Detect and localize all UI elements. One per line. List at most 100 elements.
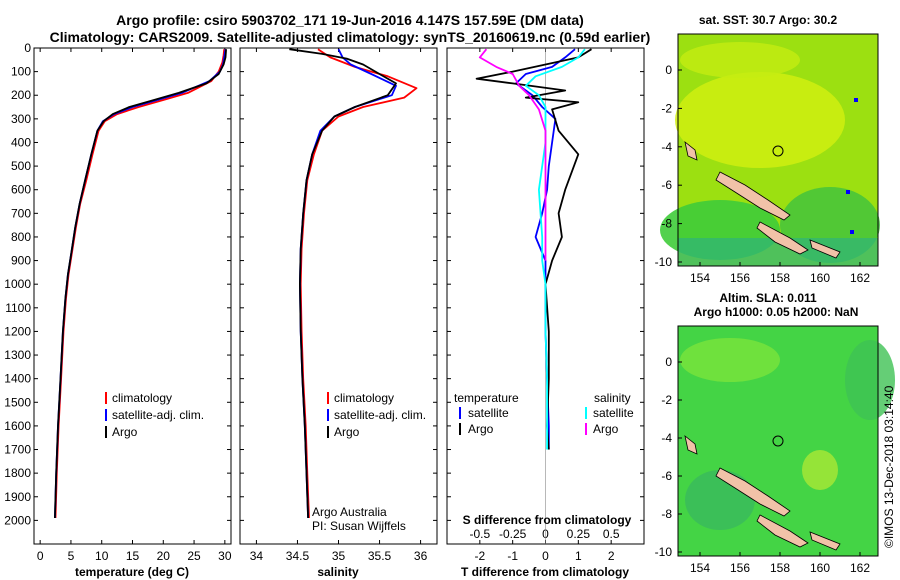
- annotation-pi: PI: Susan Wijffels: [312, 519, 406, 533]
- series-line-argo-salinity-: [478, 48, 547, 261]
- sla-high-region: [680, 338, 780, 382]
- top-x-tick-label: -0.25: [499, 527, 527, 541]
- x-tick-label: 15: [126, 549, 140, 563]
- title-line2: Climatology: CARS2009. Satellite-adjuste…: [50, 29, 651, 45]
- top-x-tick-label: 0.5: [603, 527, 620, 541]
- island-shape: [756, 514, 809, 548]
- series-group: [54, 49, 227, 519]
- map-x-tick-label: 156: [730, 561, 750, 575]
- legend-label-climatology: climatology: [112, 391, 172, 405]
- sla-low-region: [845, 340, 895, 420]
- t-difference-xlabel: T difference from climatology: [461, 565, 629, 579]
- legend-label-satellite: satellite-adj. clim.: [334, 408, 426, 422]
- legend-heading-temperature: temperature: [454, 391, 519, 405]
- depth-tick-label: 1400: [4, 372, 31, 386]
- salinity-xlabel: salinity: [317, 565, 359, 579]
- island-shape: [684, 140, 698, 161]
- salinity-legend: climatology satellite-adj. clim. Argo Ar…: [312, 391, 426, 533]
- sst-warm-region: [675, 72, 845, 168]
- footer-credit: ©IMOS 13-Dec-2018 03:14:40: [882, 385, 896, 548]
- island-shape: [809, 531, 841, 551]
- map-y-tick-label: -2: [661, 101, 672, 115]
- difference-legend: temperature satellite Argo salinity sate…: [454, 391, 634, 436]
- depth-tick-label: 0: [24, 41, 31, 55]
- legend-label-t-satellite: satellite: [468, 406, 509, 420]
- map-y-tick-label: -4: [661, 431, 672, 445]
- x-tick-label: 20: [157, 549, 171, 563]
- x-tick-label: 34.5: [286, 549, 310, 563]
- map-y-tick-label: -4: [661, 140, 672, 154]
- x-tick-label: 36: [414, 549, 428, 563]
- depth-tick-label: 600: [11, 183, 31, 197]
- series-group: [475, 48, 592, 450]
- map-y-tick-label: 0: [665, 63, 672, 77]
- map-y-tick-label: -10: [655, 545, 673, 559]
- x-tick-label: 0: [542, 549, 549, 563]
- series-group: [289, 48, 418, 519]
- map-x-tick-label: 154: [690, 561, 710, 575]
- series-line-argo: [289, 48, 397, 519]
- depth-tick-label: 1100: [5, 301, 31, 315]
- island-shape: [809, 239, 841, 259]
- missing-data-pixel: [846, 190, 850, 194]
- depth-tick-label: 1600: [4, 419, 31, 433]
- series-line-climatology: [54, 49, 226, 519]
- island-shape: [684, 434, 698, 455]
- map-x-tick-label: 162: [850, 271, 870, 285]
- series-line-argo: [54, 49, 227, 519]
- depth-axis: 0 100 200 300 400 500 600 700 800 900 1000 1100 1200…: [4, 41, 31, 527]
- sst-map: [660, 33, 880, 267]
- island-shape: [715, 467, 791, 517]
- legend-label-climatology: climatology: [334, 391, 394, 405]
- temperature-plot: 0 5 10 15 20 25 30: [34, 47, 232, 563]
- s-difference-xlabel: S difference from climatology: [463, 513, 632, 527]
- legend-label-argo: Argo: [334, 425, 360, 439]
- depth-tick-label: 1300: [4, 348, 31, 362]
- salinity-plot-frame: [239, 47, 438, 545]
- map-y-tick-label: -6: [661, 469, 672, 483]
- sla-map-title-line2: Argo h1000: 0.05 h2000: NaN: [694, 305, 859, 319]
- map-y-tick-label: 0: [665, 355, 672, 369]
- salinity-plot: 34 34.5 35 35.5 36: [240, 47, 437, 563]
- legend-label-satellite: satellite-adj. clim.: [112, 408, 204, 422]
- top-x-tick-label: -0.5: [469, 527, 490, 541]
- series-line-satellite-adj-clim-: [54, 49, 227, 519]
- map-y-tick-label: -2: [661, 393, 672, 407]
- temperature-legend: climatology satellite-adj. clim. Argo: [105, 391, 204, 439]
- top-x-tick-label: 0.25: [567, 527, 591, 541]
- sst-map-frame: [677, 33, 879, 267]
- x-tick-label: 10: [95, 549, 109, 563]
- depth-tick-label: 700: [11, 206, 31, 220]
- temperature-xlabel: temperature (deg C): [75, 565, 189, 579]
- series-line-argo: [475, 48, 592, 450]
- depth-tick-label: 900: [11, 254, 31, 268]
- sla-high-region: [802, 450, 838, 490]
- depth-tick-label: 300: [11, 112, 31, 126]
- sla-map-axis-ticks: 154 156 158 160 162 0 -2 -4 -6 -8 -10: [655, 355, 871, 575]
- x-tick-label: 2: [608, 549, 615, 563]
- sst-map-axis-ticks: 154 156 158 160 162 0 -2 -4 -6 -8 -10: [655, 63, 871, 285]
- missing-data-pixel: [850, 230, 854, 234]
- island-shape: [715, 171, 791, 221]
- annotation-argo-australia: Argo Australia: [312, 505, 387, 519]
- argo-float-marker: [772, 435, 784, 447]
- series-line-climatology: [299, 48, 418, 519]
- depth-tick-label: 100: [11, 65, 31, 79]
- x-tick-label: 0: [37, 549, 44, 563]
- sla-map: [677, 325, 895, 557]
- depth-tick-label: 200: [11, 88, 31, 102]
- x-tick-label: 35.5: [368, 549, 392, 563]
- map-x-tick-label: 160: [810, 561, 830, 575]
- map-x-tick-label: 156: [730, 271, 750, 285]
- x-tick-label: 25: [187, 549, 201, 563]
- sst-warm-region: [680, 42, 800, 78]
- x-tick-label: 30: [218, 549, 232, 563]
- map-x-tick-label: 160: [810, 271, 830, 285]
- x-tick-label: 1: [575, 549, 582, 563]
- missing-data-pixel: [854, 98, 858, 102]
- temperature-plot-frame: [33, 47, 232, 545]
- sla-low-region: [685, 470, 755, 530]
- map-y-tick-label: -10: [655, 255, 673, 269]
- map-x-tick-label: 158: [770, 561, 790, 575]
